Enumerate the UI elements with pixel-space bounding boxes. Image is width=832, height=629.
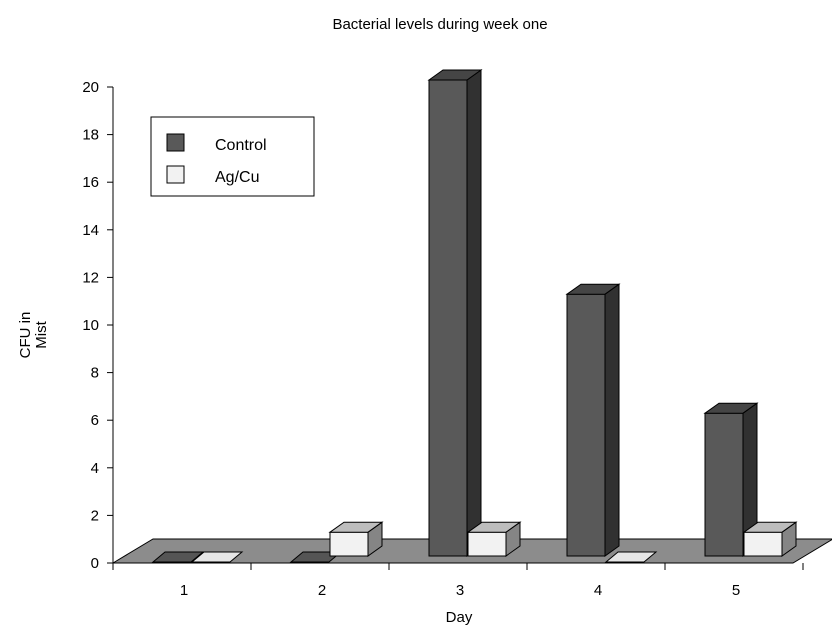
y-tick-label: 12 [82, 269, 99, 286]
bar-front-face [566, 293, 606, 557]
bar-ag-cu-day-1 [190, 551, 244, 563]
legend-swatch-agcu [166, 165, 185, 184]
bar-front-face [743, 531, 783, 557]
y-tick-label: 16 [82, 174, 99, 191]
bars [151, 69, 798, 563]
bar-top-face [190, 551, 244, 563]
bar-front-face [467, 531, 507, 557]
x-axis-title: Day [446, 609, 473, 626]
y-tick-label: 0 [91, 555, 99, 572]
bar-ag-cu-day-4 [604, 551, 658, 563]
bar-control-day-3 [427, 69, 483, 557]
bar-control-day-4 [565, 283, 621, 557]
legend-label-control: Control [215, 137, 267, 154]
bar-top-face [565, 283, 621, 295]
bar-top-face [151, 551, 205, 563]
y-tick-label: 18 [82, 127, 99, 144]
x-tick-label: 2 [318, 582, 326, 599]
bar-top-face [604, 551, 658, 563]
y-tick-label: 4 [91, 460, 99, 477]
bar-top-face [427, 69, 483, 81]
chart-title: Bacterial levels during week one [332, 16, 547, 33]
bar-top-face [742, 521, 798, 533]
y-axis-title: CFU in Mist [17, 312, 50, 359]
y-axis-title-line-1: CFU in [17, 312, 34, 359]
bar-control-day-5 [703, 402, 759, 557]
legend-swatch-control [166, 133, 185, 152]
bar-ag-cu-day-5 [742, 521, 798, 557]
legend: Control Ag/Cu [150, 116, 315, 197]
legend-label-agcu: Ag/Cu [215, 169, 259, 186]
bar-top-face [328, 521, 384, 533]
x-tick-label: 3 [456, 582, 464, 599]
y-tick-label: 6 [91, 412, 99, 429]
y-tick-label: 8 [91, 365, 99, 382]
bar-front-face [704, 412, 744, 557]
y-tick-label: 10 [82, 317, 99, 334]
y-tick-label: 2 [91, 507, 99, 524]
y-tick-label: 20 [82, 79, 99, 96]
x-tick-label: 1 [180, 582, 188, 599]
bar-control-day-1 [151, 551, 205, 563]
bar-side-face [604, 283, 620, 557]
bar-ag-cu-day-2 [328, 521, 384, 557]
bar-side-face [466, 69, 482, 557]
x-tick-label: 4 [594, 582, 602, 599]
y-axis-title-line-2: Mist [33, 320, 50, 348]
bar-front-face [428, 79, 468, 557]
bar-ag-cu-day-3 [466, 521, 522, 557]
bar-top-face [703, 402, 759, 414]
x-tick-label: 5 [732, 582, 740, 599]
bar-top-face [466, 521, 522, 533]
bar-front-face [329, 531, 369, 557]
y-tick-label: 14 [82, 222, 99, 239]
